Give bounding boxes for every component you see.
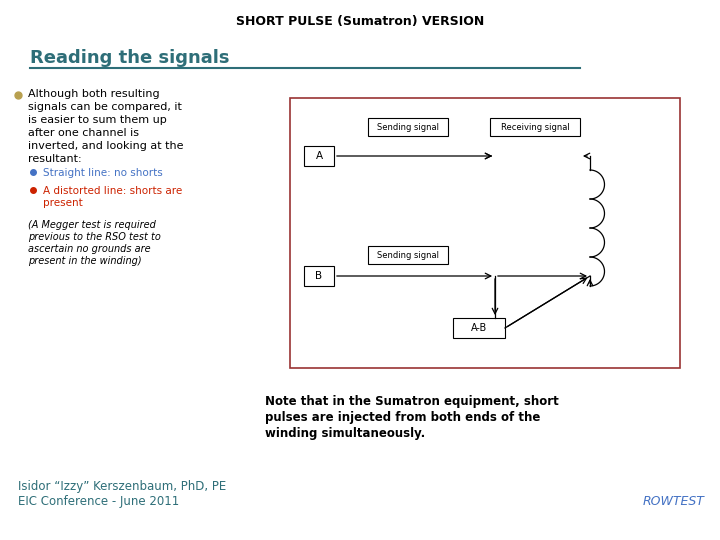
- Text: A-B: A-B: [471, 323, 487, 333]
- Text: previous to the RSO test to: previous to the RSO test to: [28, 232, 161, 242]
- Text: Reading the signals: Reading the signals: [30, 49, 230, 67]
- Text: winding simultaneously.: winding simultaneously.: [265, 427, 426, 440]
- Text: Note that in the Sumatron equipment, short: Note that in the Sumatron equipment, sho…: [265, 395, 559, 408]
- Text: (A Megger test is required: (A Megger test is required: [28, 220, 156, 230]
- Bar: [368, 246, 448, 264]
- Bar: [304, 266, 334, 286]
- Text: is easier to sum them up: is easier to sum them up: [28, 115, 167, 125]
- Text: A distorted line: shorts are: A distorted line: shorts are: [43, 186, 182, 196]
- Bar: [368, 118, 448, 136]
- Text: Sending signal: Sending signal: [377, 251, 439, 260]
- Text: ROWTEST: ROWTEST: [643, 495, 705, 508]
- Text: present in the winding): present in the winding): [28, 256, 142, 266]
- Text: pulses are injected from both ends of the: pulses are injected from both ends of th…: [265, 411, 541, 424]
- Text: Although both resulting: Although both resulting: [28, 89, 160, 99]
- Bar: [304, 146, 334, 166]
- Text: A: A: [315, 151, 323, 161]
- Text: EIC Conference - June 2011: EIC Conference - June 2011: [18, 495, 179, 508]
- Text: Straight line: no shorts: Straight line: no shorts: [43, 168, 163, 178]
- Text: Sending signal: Sending signal: [377, 123, 439, 132]
- Text: SHORT PULSE (Sumatron) VERSION: SHORT PULSE (Sumatron) VERSION: [236, 16, 484, 29]
- Text: resultant:: resultant:: [28, 154, 81, 164]
- Bar: [290, 98, 680, 368]
- Text: after one channel is: after one channel is: [28, 128, 139, 138]
- Text: B: B: [315, 271, 323, 281]
- Bar: [453, 318, 505, 338]
- Text: inverted, and looking at the: inverted, and looking at the: [28, 141, 184, 151]
- Text: Receiving signal: Receiving signal: [500, 123, 570, 132]
- Text: signals can be compared, it: signals can be compared, it: [28, 102, 182, 112]
- Text: ascertain no grounds are: ascertain no grounds are: [28, 244, 150, 254]
- Text: Isidor “Izzy” Kerszenbaum, PhD, PE: Isidor “Izzy” Kerszenbaum, PhD, PE: [18, 480, 226, 493]
- Text: present: present: [43, 198, 83, 208]
- Bar: [490, 118, 580, 136]
